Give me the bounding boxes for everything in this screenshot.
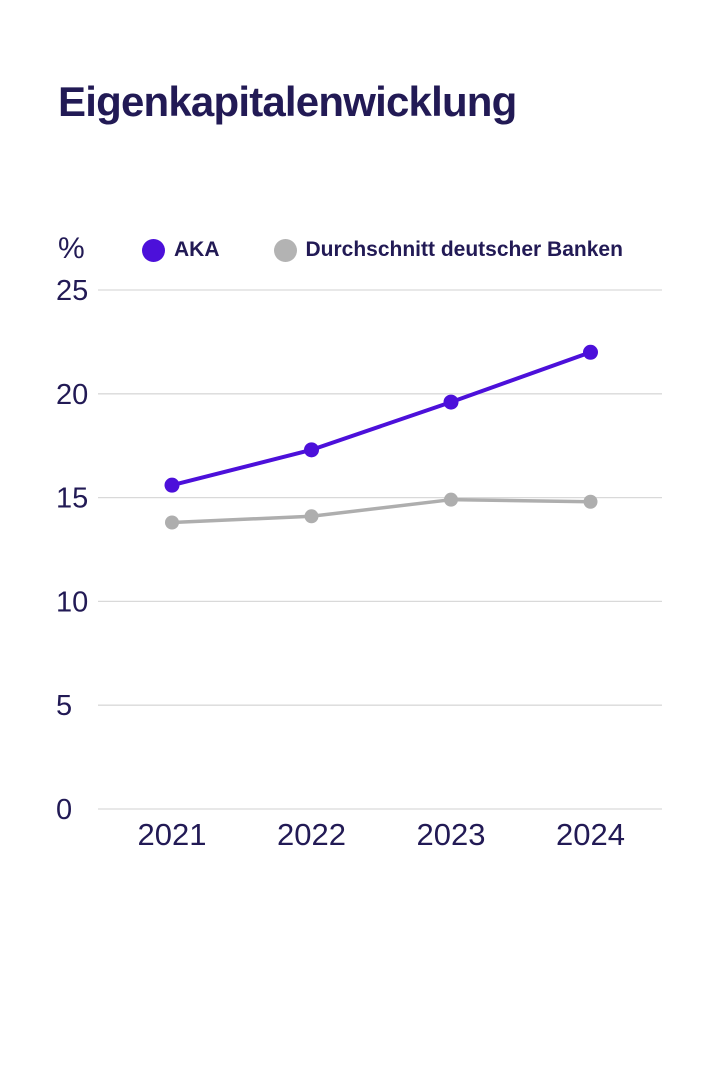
y-tick-label: 10 — [56, 586, 88, 618]
data-point-durchschnitt-deutscher-banken-2021 — [165, 515, 179, 530]
data-point-durchschnitt-deutscher-banken-2024 — [583, 494, 598, 509]
x-tick-label: 2021 — [138, 817, 207, 852]
data-point-aka-2024 — [583, 344, 598, 360]
page-title: Eigenkapitalenwicklung — [58, 78, 517, 126]
legend-item-aka: AKA — [142, 238, 220, 262]
legend-label-banken: Durchschnitt deutscher Banken — [305, 238, 623, 261]
chart-legend: AKA Durchschnitt deutscher Banken — [142, 238, 623, 262]
data-point-aka-2021 — [164, 477, 180, 493]
data-point-durchschnitt-deutscher-banken-2022 — [304, 509, 319, 524]
data-point-durchschnitt-deutscher-banken-2023 — [444, 492, 458, 507]
data-point-aka-2022 — [304, 442, 319, 458]
series-line-durchschnitt-deutscher-banken — [170, 497, 593, 525]
y-tick-label: 5 — [56, 690, 72, 722]
series-line-aka — [170, 350, 593, 488]
legend-item-banken: Durchschnitt deutscher Banken — [273, 238, 623, 262]
legend-swatch-banken-icon — [273, 238, 297, 262]
y-tick-label: 15 — [56, 483, 88, 515]
legend-label-aka: AKA — [174, 238, 220, 261]
y-tick-label: 20 — [56, 379, 88, 411]
data-point-aka-2023 — [443, 394, 459, 410]
legend-swatch-aka-icon — [142, 238, 165, 262]
y-tick-label: 25 — [56, 275, 88, 307]
x-tick-label: 2022 — [277, 817, 346, 852]
y-axis-unit-label: % — [58, 232, 85, 265]
y-tick-label: 0 — [56, 794, 72, 826]
x-tick-label: 2023 — [417, 817, 486, 852]
x-tick-label: 2024 — [556, 817, 625, 852]
